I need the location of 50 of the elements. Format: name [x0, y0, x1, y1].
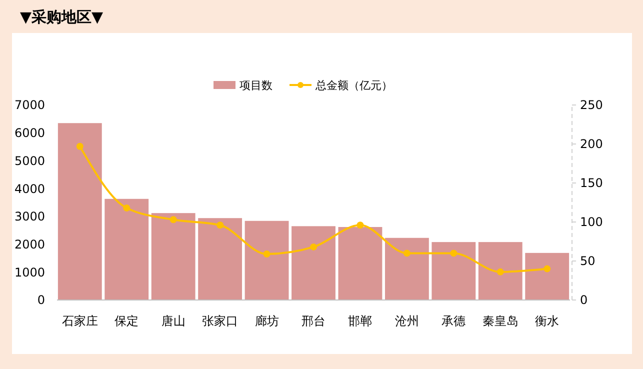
bar	[104, 198, 149, 300]
bar	[478, 242, 522, 300]
bar	[525, 252, 570, 300]
y-tick-label: 1000	[14, 265, 45, 280]
y2-tick-label: 150	[580, 176, 603, 190]
point	[263, 250, 270, 258]
bar	[338, 227, 382, 300]
bar	[292, 226, 336, 300]
point	[356, 222, 364, 229]
x-tick-label: 秦皇岛	[482, 314, 518, 328]
x-tick-label: 衡水	[535, 314, 560, 328]
y-tick-label: 4000	[14, 182, 45, 196]
bar	[244, 220, 289, 300]
y-tick-label: 6000	[14, 126, 45, 140]
point	[123, 204, 130, 212]
y2-tick-label: 250	[580, 98, 603, 112]
chart-title: ▼采购地区▼	[20, 8, 104, 26]
x-tick-label: 保定	[114, 314, 139, 328]
y2-tick-label: 100	[580, 215, 603, 230]
legend-label: 总金额（亿元）	[314, 78, 392, 92]
point	[170, 216, 177, 224]
bar	[384, 238, 429, 300]
y2-tick-label: 50	[580, 254, 596, 268]
y2-tick-label: 200	[580, 137, 603, 152]
x-tick-label: 邢台	[302, 314, 326, 328]
point	[310, 243, 317, 250]
x-tick-label: 张家口	[202, 314, 238, 328]
point	[76, 142, 84, 150]
x-tick-label: 承德	[442, 314, 466, 328]
legend-label: 项目数	[240, 78, 272, 92]
x-tick-label: 石家庄	[62, 314, 98, 328]
point	[544, 265, 551, 272]
bar	[58, 123, 102, 300]
x-tick-label: 沧州	[394, 314, 419, 328]
point	[216, 222, 224, 229]
bar	[432, 242, 476, 300]
y-tick-label: 2000	[14, 237, 45, 252]
x-tick-label: 唐山	[161, 314, 186, 328]
point	[496, 268, 504, 276]
point	[403, 250, 410, 257]
x-tick-label: 廊坊	[254, 314, 279, 328]
bar	[198, 218, 242, 300]
y-tick-label: 5000	[14, 154, 45, 168]
y-tick-label: 7000	[14, 98, 45, 112]
y-tick-label: 3000	[14, 210, 45, 224]
y-tick-label: 0	[37, 293, 45, 308]
bar	[151, 213, 196, 300]
y2-tick-label: 0	[580, 293, 588, 308]
point	[450, 250, 458, 257]
x-tick-label: 邯郸	[348, 314, 372, 328]
